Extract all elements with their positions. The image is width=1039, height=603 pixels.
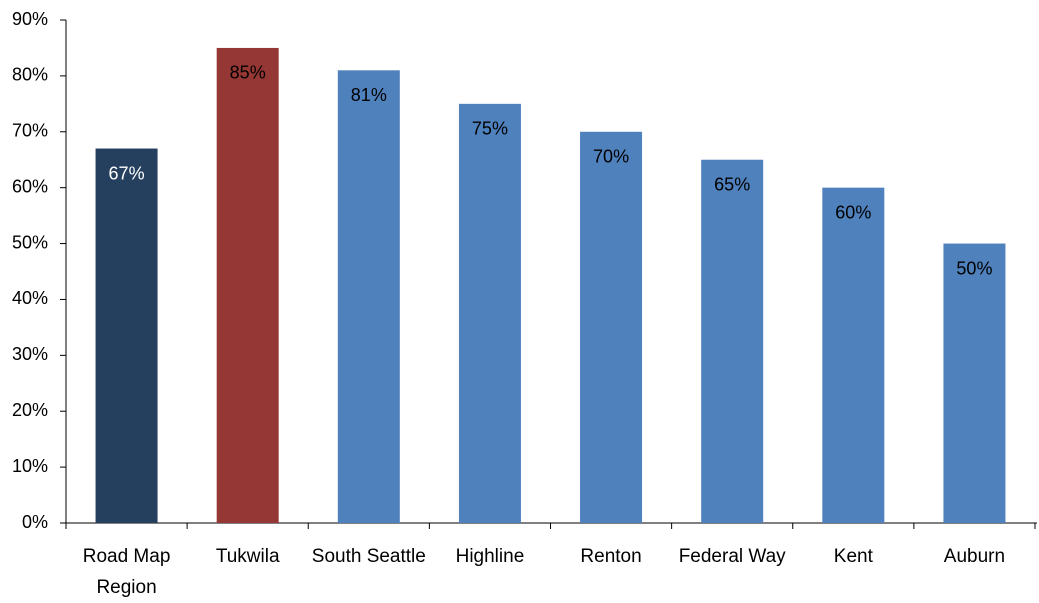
bar	[943, 243, 1006, 524]
y-tick-label: 50%	[12, 232, 48, 252]
bar	[458, 103, 521, 523]
x-tick-label: Road Map Region	[82, 546, 171, 598]
value-label: 85%	[230, 63, 266, 83]
y-tick-label: 80%	[12, 65, 48, 85]
y-tick-label: 30%	[12, 344, 48, 364]
x-tick-label: South Seattle	[311, 546, 426, 567]
y-tick-label: 0%	[22, 512, 48, 532]
bar	[216, 47, 279, 523]
value-label: 81%	[351, 85, 387, 105]
y-tick-label: 60%	[12, 176, 48, 196]
y-tick-label: 10%	[12, 456, 48, 476]
y-tick-label: 70%	[12, 121, 48, 141]
bar	[822, 187, 885, 523]
x-tick-label: Highline	[455, 546, 525, 567]
value-label: 67%	[109, 163, 145, 183]
y-tick-label: 20%	[12, 400, 48, 420]
x-tick-label: Auburn	[943, 546, 1006, 567]
value-label: 75%	[472, 119, 508, 139]
bar	[701, 159, 764, 523]
x-tick-label: Tukwila	[215, 546, 280, 567]
y-tick-label: 90%	[12, 9, 48, 29]
value-label: 50%	[956, 258, 992, 278]
x-tick-label: Federal Way	[678, 546, 786, 567]
bar	[580, 131, 643, 523]
bar	[95, 148, 158, 524]
value-label: 70%	[593, 147, 629, 167]
x-tick-label: Renton	[580, 546, 642, 567]
value-label: 65%	[714, 174, 750, 194]
x-tick-label: Kent	[833, 546, 873, 567]
y-tick-label: 40%	[12, 288, 48, 308]
value-label: 60%	[835, 202, 871, 222]
bar	[337, 70, 400, 524]
